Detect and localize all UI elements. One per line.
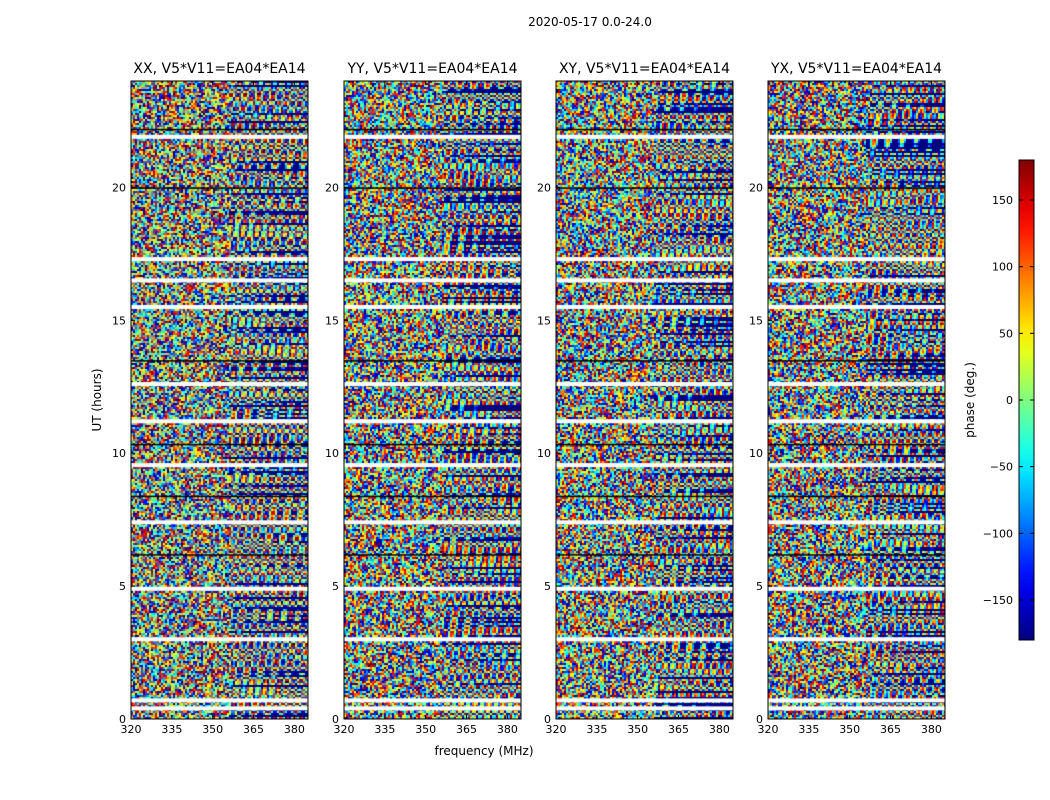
x-tick-label: 350 bbox=[839, 723, 860, 736]
figure-title: 2020-05-17 0.0-24.0 bbox=[528, 15, 652, 29]
colorbar-tick-label: −100 bbox=[983, 527, 1013, 540]
colorbar-tick-label: 100 bbox=[992, 261, 1013, 274]
colorbar-tick-label: 150 bbox=[992, 194, 1013, 207]
x-tick-label: 335 bbox=[161, 723, 182, 736]
x-tick-label: 380 bbox=[921, 723, 942, 736]
y-tick-label: 0 bbox=[332, 713, 339, 726]
phase-heatmap bbox=[768, 81, 945, 719]
y-tick-label: 20 bbox=[749, 181, 763, 194]
panel-1: XX, V5*V11=EA04*EA14 320 335 350 365 380 0 5 10 1… bbox=[112, 61, 309, 736]
x-tick-label: 320 bbox=[546, 723, 567, 736]
x-tick-label: 365 bbox=[668, 723, 689, 736]
colorbar: 150 100 50 0 −50 −100 −150 phase (deg.) bbox=[963, 159, 1035, 641]
y-tick-label: 15 bbox=[325, 314, 339, 327]
x-tick-label: 335 bbox=[586, 723, 607, 736]
x-tick-label: 350 bbox=[415, 723, 436, 736]
x-tick-label: 365 bbox=[456, 723, 477, 736]
panel-frame bbox=[555, 80, 734, 720]
y-tick-label: 0 bbox=[544, 713, 551, 726]
panel-3: XY, V5*V11=EA04*EA14 320 335 350 365 380 0 5 10 1… bbox=[537, 61, 734, 736]
x-tick-label: 365 bbox=[880, 723, 901, 736]
y-tick-label: 5 bbox=[544, 580, 551, 593]
x-tick-label: 350 bbox=[202, 723, 223, 736]
panels: XX, V5*V11=EA04*EA14 320 335 350 365 380 0 5 10 1… bbox=[112, 61, 946, 736]
panel-title: YX, V5*V11=EA04*EA14 bbox=[770, 61, 942, 77]
x-tick-label: 365 bbox=[243, 723, 264, 736]
x-tick-label: 380 bbox=[709, 723, 730, 736]
y-tick-label: 10 bbox=[325, 447, 339, 460]
y-tick-label: 5 bbox=[332, 580, 339, 593]
colorbar-tick-label: −50 bbox=[990, 461, 1013, 474]
y-tick-label: 20 bbox=[537, 181, 551, 194]
x-tick-label: 320 bbox=[758, 723, 779, 736]
x-tick-label: 380 bbox=[284, 723, 305, 736]
x-tick-label: 320 bbox=[334, 723, 355, 736]
y-tick-label: 5 bbox=[756, 580, 763, 593]
y-tick-label: 10 bbox=[749, 447, 763, 460]
panel-title: XY, V5*V11=EA04*EA14 bbox=[559, 61, 730, 77]
y-tick-label: 0 bbox=[119, 713, 126, 726]
phase-heatmap bbox=[344, 81, 521, 719]
panel-frame bbox=[343, 80, 522, 720]
y-tick-label: 20 bbox=[325, 181, 339, 194]
y-tick-label: 0 bbox=[756, 713, 763, 726]
y-tick-label: 5 bbox=[119, 580, 126, 593]
y-tick-label: 15 bbox=[112, 314, 126, 327]
y-tick-label: 10 bbox=[112, 447, 126, 460]
y-tick-label: 15 bbox=[749, 314, 763, 327]
panel-frame bbox=[767, 80, 946, 720]
x-tick-label: 350 bbox=[627, 723, 648, 736]
panel-2: YY, V5*V11=EA04*EA14 320 335 350 365 380 0 5 10 1… bbox=[325, 61, 522, 736]
panel-title: YY, V5*V11=EA04*EA14 bbox=[346, 61, 517, 77]
panel-frame bbox=[130, 80, 309, 720]
y-axis-label: UT (hours) bbox=[90, 368, 104, 431]
y-tick-label: 10 bbox=[537, 447, 551, 460]
x-tick-label: 320 bbox=[121, 723, 142, 736]
colorbar-tick-label: 0 bbox=[1006, 394, 1013, 407]
y-tick-label: 20 bbox=[112, 181, 126, 194]
colorbar-tick-label: 50 bbox=[999, 327, 1013, 340]
x-tick-label: 380 bbox=[497, 723, 518, 736]
phase-heatmap bbox=[131, 81, 308, 719]
x-tick-label: 335 bbox=[798, 723, 819, 736]
colorbar-label: phase (deg.) bbox=[963, 362, 977, 438]
colorbar-tick-label: −150 bbox=[983, 594, 1013, 607]
x-tick-label: 335 bbox=[374, 723, 395, 736]
x-axis-label: frequency (MHz) bbox=[434, 744, 533, 758]
phase-heatmap bbox=[556, 81, 733, 719]
panel-4: YX, V5*V11=EA04*EA14 320 335 350 365 380 0 5 10 1… bbox=[749, 61, 946, 736]
panel-title: XX, V5*V11=EA04*EA14 bbox=[133, 61, 305, 77]
y-tick-label: 15 bbox=[537, 314, 551, 327]
